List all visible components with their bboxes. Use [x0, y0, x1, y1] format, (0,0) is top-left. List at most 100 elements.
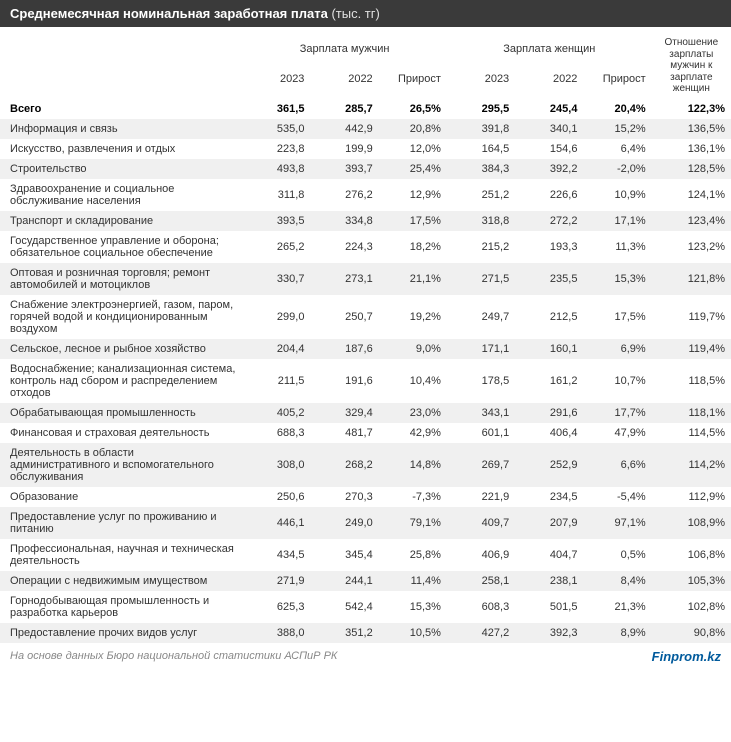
header-women-2023: 2023: [447, 64, 515, 98]
salary-table: Зарплата мужчин Зарплата женщин Отношени…: [0, 27, 731, 643]
row-label: Строительство: [0, 159, 242, 179]
row-m2023: 446,1: [242, 507, 310, 539]
row-wgrow: 10,7%: [583, 359, 651, 403]
table-row: Строительство493,8393,725,4%384,3392,2-2…: [0, 159, 731, 179]
row-label: Здравоохранение и социальное обслуживани…: [0, 179, 242, 211]
row-w2022: 234,5: [515, 487, 583, 507]
row-mgrow: 11,4%: [379, 571, 447, 591]
table-row: Искусство, развлечения и отдых223,8199,9…: [0, 139, 731, 159]
row-m2023: 535,0: [242, 119, 310, 139]
row-label: Предоставление услуг по проживанию и пит…: [0, 507, 242, 539]
row-ratio: 108,9%: [652, 507, 731, 539]
header-men-2023: 2023: [242, 64, 310, 98]
total-w2022: 245,4: [515, 99, 583, 119]
row-m2022: 345,4: [310, 539, 378, 571]
salary-table-container: Среднемесячная номинальная заработная пл…: [0, 0, 731, 672]
row-wgrow: 15,3%: [583, 263, 651, 295]
header-group-women: Зарплата женщин: [447, 27, 652, 64]
footer-source: На основе данных Бюро национальной стати…: [10, 650, 337, 662]
header-women-growth: Прирост: [583, 64, 651, 98]
row-ratio: 106,8%: [652, 539, 731, 571]
row-m2023: 625,3: [242, 591, 310, 623]
row-m2023: 688,3: [242, 423, 310, 443]
row-mgrow: 79,1%: [379, 507, 447, 539]
row-w2023: 384,3: [447, 159, 515, 179]
row-m2022: 199,9: [310, 139, 378, 159]
row-ratio: 123,4%: [652, 211, 731, 231]
row-w2023: 221,9: [447, 487, 515, 507]
row-ratio: 124,1%: [652, 179, 731, 211]
row-w2023: 215,2: [447, 231, 515, 263]
row-ratio: 112,9%: [652, 487, 731, 507]
table-row: Здравоохранение и социальное обслуживани…: [0, 179, 731, 211]
table-header: Зарплата мужчин Зарплата женщин Отношени…: [0, 27, 731, 99]
row-wgrow: 47,9%: [583, 423, 651, 443]
row-wgrow: 8,9%: [583, 623, 651, 643]
row-m2022: 224,3: [310, 231, 378, 263]
row-w2023: 249,7: [447, 295, 515, 339]
row-wgrow: 6,4%: [583, 139, 651, 159]
title-unit: (тыс. тг): [331, 6, 379, 21]
row-w2023: 391,8: [447, 119, 515, 139]
table-row: Транспорт и складирование393,5334,817,5%…: [0, 211, 731, 231]
row-ratio: 119,4%: [652, 339, 731, 359]
row-w2023: 258,1: [447, 571, 515, 591]
row-mgrow: -7,3%: [379, 487, 447, 507]
row-ratio: 136,1%: [652, 139, 731, 159]
row-wgrow: 11,3%: [583, 231, 651, 263]
row-m2022: 187,6: [310, 339, 378, 359]
row-label: Образование: [0, 487, 242, 507]
row-ratio: 102,8%: [652, 591, 731, 623]
table-row: Финансовая и страховая деятельность688,3…: [0, 423, 731, 443]
row-label: Транспорт и складирование: [0, 211, 242, 231]
header-group-men: Зарплата мужчин: [242, 27, 447, 64]
row-m2023: 330,7: [242, 263, 310, 295]
row-w2023: 251,2: [447, 179, 515, 211]
total-ratio: 122,3%: [652, 99, 731, 119]
row-label: Операции с недвижимым имуществом: [0, 571, 242, 591]
row-m2022: 442,9: [310, 119, 378, 139]
row-w2023: 271,5: [447, 263, 515, 295]
row-m2022: 334,8: [310, 211, 378, 231]
row-wgrow: 10,9%: [583, 179, 651, 211]
row-wgrow: -2,0%: [583, 159, 651, 179]
row-ratio: 121,8%: [652, 263, 731, 295]
title-main: Среднемесячная номинальная заработная пл…: [10, 6, 328, 21]
row-mgrow: 20,8%: [379, 119, 447, 139]
row-label: Профессиональная, научная и техническая …: [0, 539, 242, 571]
row-m2023: 204,4: [242, 339, 310, 359]
row-label: Предоставление прочих видов услуг: [0, 623, 242, 643]
row-m2022: 250,7: [310, 295, 378, 339]
row-ratio: 105,3%: [652, 571, 731, 591]
row-ratio: 118,5%: [652, 359, 731, 403]
row-wgrow: 8,4%: [583, 571, 651, 591]
row-w2022: 291,6: [515, 403, 583, 423]
table-row: Предоставление услуг по проживанию и пит…: [0, 507, 731, 539]
row-label: Искусство, развлечения и отдых: [0, 139, 242, 159]
row-m2023: 223,8: [242, 139, 310, 159]
row-w2022: 238,1: [515, 571, 583, 591]
row-w2022: 404,7: [515, 539, 583, 571]
row-mgrow: 10,5%: [379, 623, 447, 643]
row-w2022: 212,5: [515, 295, 583, 339]
table-row: Предоставление прочих видов услуг388,035…: [0, 623, 731, 643]
row-ratio: 123,2%: [652, 231, 731, 263]
row-label: Информация и связь: [0, 119, 242, 139]
row-label: Водоснабжение; канализационная система, …: [0, 359, 242, 403]
table-row: Операции с недвижимым имуществом271,9244…: [0, 571, 731, 591]
row-w2022: 193,3: [515, 231, 583, 263]
row-ratio: 118,1%: [652, 403, 731, 423]
row-m2022: 393,7: [310, 159, 378, 179]
row-m2022: 351,2: [310, 623, 378, 643]
row-wgrow: 6,9%: [583, 339, 651, 359]
row-ratio: 119,7%: [652, 295, 731, 339]
footer: На основе данных Бюро национальной стати…: [0, 643, 731, 672]
table-row: Образование250,6270,3-7,3%221,9234,5-5,4…: [0, 487, 731, 507]
row-w2022: 392,2: [515, 159, 583, 179]
row-wgrow: 97,1%: [583, 507, 651, 539]
row-wgrow: 21,3%: [583, 591, 651, 623]
row-w2023: 318,8: [447, 211, 515, 231]
footer-brand: Finprom.kz: [652, 649, 721, 664]
table-row: Государственное управление и оборона; об…: [0, 231, 731, 263]
row-label: Обрабатывающая промышленность: [0, 403, 242, 423]
